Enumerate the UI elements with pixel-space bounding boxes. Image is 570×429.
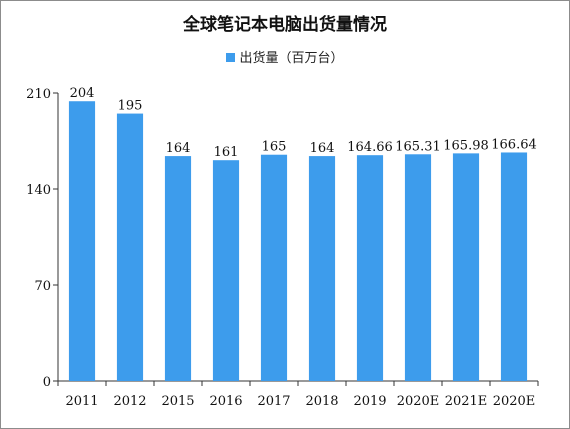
bar [404, 154, 432, 381]
bar [356, 155, 384, 381]
bar [500, 152, 528, 381]
x-tick-label: 2017 [257, 394, 290, 409]
bar [260, 154, 288, 381]
x-tick-label: 2020E [493, 394, 536, 409]
data-label: 164 [166, 141, 191, 156]
x-tick-label: 2019 [353, 394, 386, 409]
y-tick-label: 140 [26, 183, 51, 198]
bar [116, 113, 144, 382]
x-tick-label: 2021E [445, 394, 488, 409]
bar [164, 156, 192, 381]
y-tick-label: 0 [43, 375, 51, 390]
x-tick-label: 2020E [397, 394, 440, 409]
chart-title: 全球笔记本电脑出货量情况 [183, 15, 387, 35]
data-label: 165.98 [443, 138, 489, 153]
data-label: 204 [70, 86, 95, 101]
y-tick-label: 70 [34, 279, 51, 294]
chart-legend: 出货量（百万台） [0, 47, 570, 66]
legend-label: 出货量（百万台） [239, 51, 344, 66]
x-tick-label: 2016 [209, 394, 242, 409]
x-tick-label: 2018 [305, 394, 338, 409]
data-label: 195 [118, 99, 143, 114]
legend-swatch [226, 53, 236, 62]
bar [212, 160, 240, 381]
x-tick-label: 2012 [113, 394, 146, 409]
y-tick-label: 210 [26, 87, 51, 102]
data-label: 164 [310, 141, 335, 156]
x-tick-label: 2011 [65, 394, 98, 409]
data-label: 165.31 [395, 139, 441, 154]
data-label: 165 [262, 140, 287, 155]
data-label: 166.64 [491, 137, 537, 152]
bar [308, 156, 336, 381]
bar [68, 101, 96, 381]
x-tick-label: 2015 [161, 394, 194, 409]
bar [452, 153, 480, 381]
data-label: 164.66 [347, 140, 393, 155]
data-label: 161 [214, 145, 239, 160]
